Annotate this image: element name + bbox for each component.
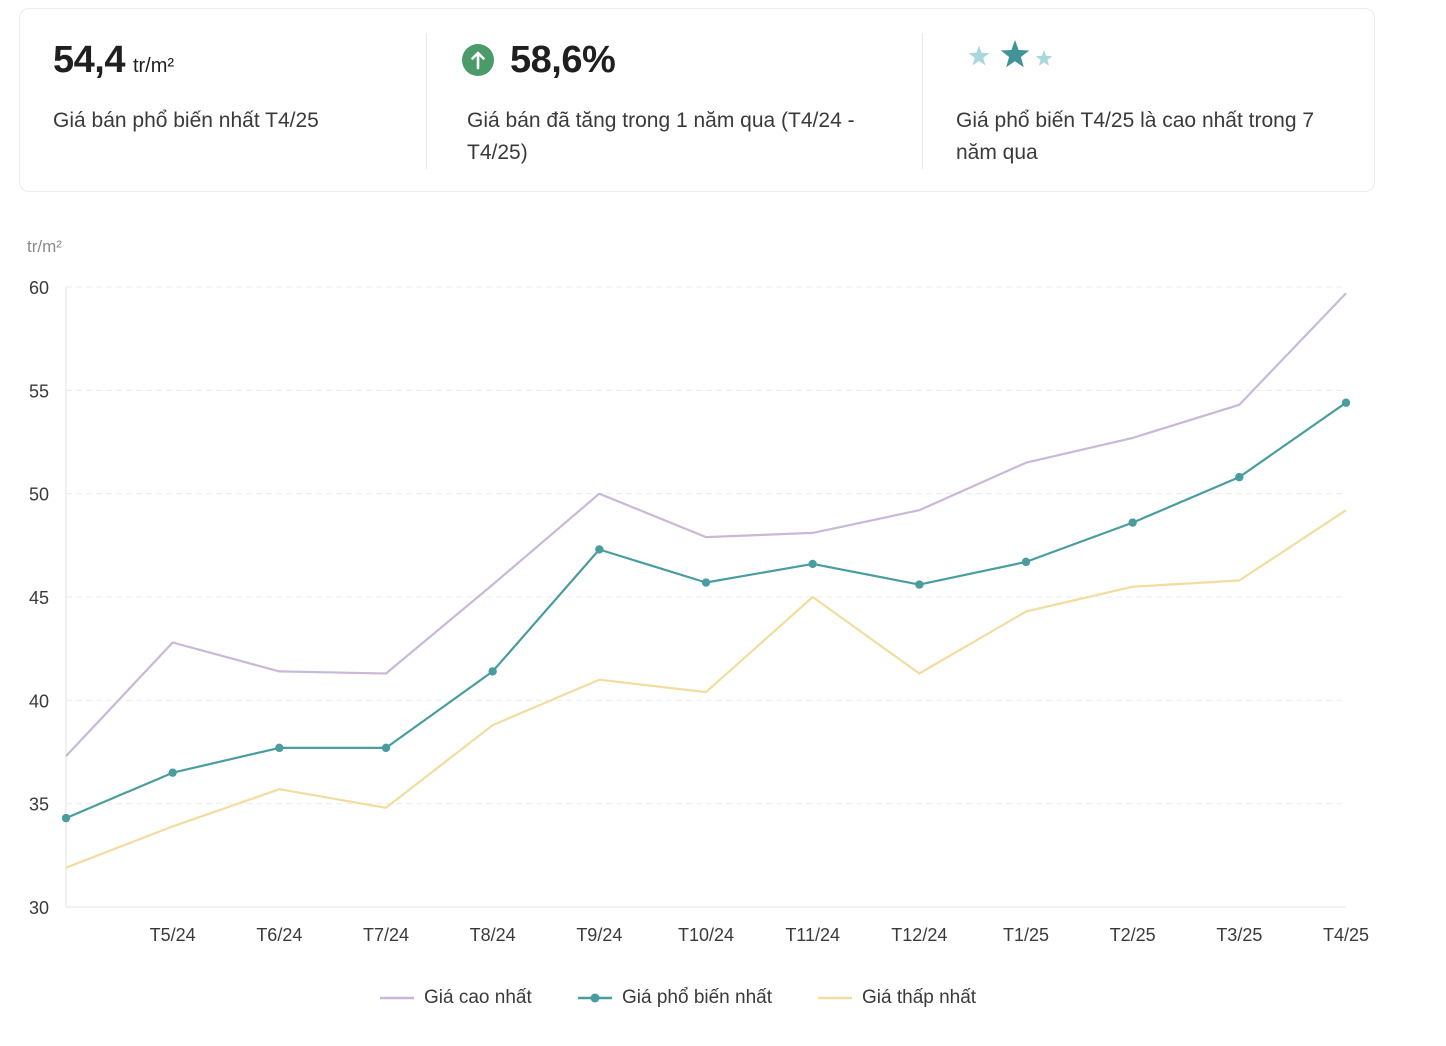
series-line-3 <box>65 509 1347 869</box>
x-tick-label: T4/25 <box>1323 925 1369 945</box>
rating-description: Giá phổ biến T4/25 là cao nhất trong 7 n… <box>956 109 1315 164</box>
data-point <box>61 813 71 823</box>
growth-description: Giá bán đã tăng trong 1 năm qua (T4/24 -… <box>467 109 855 164</box>
price-line-chart: tr/m² 30 35 40 45 50 55 60 T5/24 T6/24 T7/24 T8/24 T… <box>27 237 1369 945</box>
data-point <box>381 743 391 753</box>
x-tick-label: T8/24 <box>470 925 516 945</box>
arrow-up-circle-icon <box>462 44 494 76</box>
y-tick-label: 50 <box>29 485 49 505</box>
large-star-icon <box>1000 40 1030 68</box>
growth-card: 58,6% Giá bán đã tăng trong 1 năm qua (T… <box>427 9 923 193</box>
data-point <box>1235 472 1244 482</box>
legend-label: Giá phổ biến nhất <box>622 987 773 1008</box>
x-tick-label: T9/24 <box>576 925 622 945</box>
popular-price-value: 54,4 <box>53 39 125 81</box>
x-tick-label: T3/25 <box>1216 925 1262 945</box>
x-tick-label: T11/24 <box>785 925 840 945</box>
popular-price-description: Giá bán phổ biến nhất T4/25 <box>53 109 319 132</box>
small-star-icon <box>1035 50 1053 66</box>
legend-swatch <box>818 996 852 1000</box>
y-axis-label: tr/m² <box>27 237 62 256</box>
x-tick-label: T2/25 <box>1110 925 1156 945</box>
x-tick-label: T6/24 <box>256 925 302 945</box>
x-tick-label: T10/24 <box>678 925 734 945</box>
legend-item[interactable]: Giá phổ biến nhất <box>578 984 772 1012</box>
legend-item[interactable]: Giá thấp nhất <box>818 984 976 1012</box>
y-tick-label: 35 <box>29 795 49 815</box>
series-line-2 <box>65 401 1347 820</box>
legend-item[interactable]: Giá cao nhất <box>380 984 532 1012</box>
y-tick-label: 45 <box>29 588 49 608</box>
legend-label: Giá thấp nhất <box>862 987 977 1008</box>
x-tick-label: T5/24 <box>150 925 196 945</box>
data-point <box>808 559 817 569</box>
data-point <box>1341 398 1351 407</box>
growth-value: 58,6% <box>510 39 616 81</box>
divider <box>426 33 427 169</box>
summary-panel: 54,4 tr/m² Giá bán phổ biến nhất T4/25 5… <box>19 8 1375 192</box>
data-point <box>275 743 284 753</box>
rating-card: Giá phổ biến T4/25 là cao nhất trong 7 n… <box>923 9 1375 193</box>
x-tick-label: T12/24 <box>891 925 947 945</box>
y-tick-label: 55 <box>29 381 49 401</box>
growth-headline: 58,6% <box>510 39 616 82</box>
legend-swatch <box>380 996 414 1000</box>
y-tick-label: 30 <box>29 898 49 918</box>
three-stars-icon <box>968 40 1053 68</box>
legend-swatch <box>578 993 612 1003</box>
x-tick-label: T1/25 <box>1003 925 1049 945</box>
data-point <box>1128 518 1137 527</box>
small-star-icon <box>968 45 990 66</box>
y-tick-label: 40 <box>29 691 49 711</box>
data-point <box>595 545 604 554</box>
y-tick-label: 60 <box>29 278 49 298</box>
popular-price-card: 54,4 tr/m² Giá bán phổ biến nhất T4/25 <box>20 9 427 193</box>
popular-price-headline: 54,4 tr/m² <box>53 39 174 82</box>
divider <box>922 33 923 169</box>
legend-label: Giá cao nhất <box>424 987 532 1008</box>
data-point <box>915 580 924 589</box>
data-point <box>168 768 177 777</box>
x-tick-label: T7/24 <box>363 925 409 945</box>
popular-price-unit: tr/m² <box>132 55 175 77</box>
series-line-1 <box>65 292 1347 757</box>
chart-legend: Giá cao nhất Giá phổ biến nhất Giá thấp nh… <box>0 984 1446 1014</box>
data-point <box>1021 557 1031 567</box>
data-point <box>488 667 497 676</box>
data-point <box>701 578 711 587</box>
